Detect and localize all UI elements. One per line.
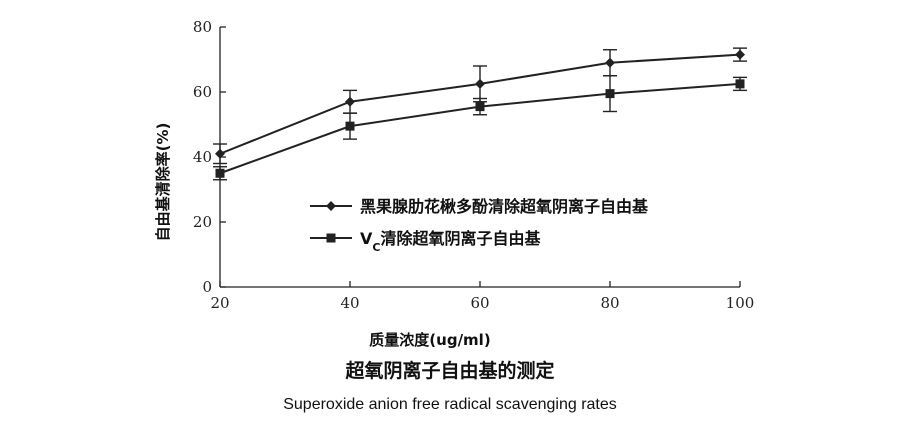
data-point xyxy=(345,96,355,107)
legend: 黑果腺肋花楸多酚清除超氧阴离子自由基 VC清除超氧阴离子自由基 xyxy=(310,197,649,254)
y-tick-label: 0 xyxy=(202,278,212,296)
data-point xyxy=(735,79,745,89)
series-layer xyxy=(213,47,747,181)
y-axis-label: 自由基清除率(%) xyxy=(154,123,172,242)
data-point xyxy=(215,148,225,159)
figure-caption-chinese: 超氧阴离子自由基的测定 xyxy=(345,360,555,382)
series-2 xyxy=(213,75,747,181)
x-axis-label: 质量浓度(ug/ml) xyxy=(369,331,490,349)
y-tick-label: 40 xyxy=(193,148,212,166)
legend-entry: 黑果腺肋花楸多酚清除超氧阴离子自由基 xyxy=(360,197,649,216)
x-tick-label: 60 xyxy=(470,294,489,312)
data-point xyxy=(215,168,225,178)
data-point xyxy=(475,78,485,89)
legend-marker xyxy=(326,233,336,243)
data-point xyxy=(345,121,355,131)
legend-marker xyxy=(326,201,336,211)
x-tick-label: 40 xyxy=(340,294,359,312)
data-point xyxy=(605,57,615,68)
data-point xyxy=(605,89,615,99)
series-1 xyxy=(213,47,747,165)
y-tick-label: 20 xyxy=(193,213,212,231)
figure-caption-english: Superoxide anion free radical scavenging… xyxy=(283,396,617,413)
legend-entry: VC清除超氧阴离子自由基 xyxy=(360,229,541,254)
y-tick-label: 60 xyxy=(193,83,212,101)
x-tick-label: 80 xyxy=(600,294,619,312)
data-point xyxy=(735,49,745,60)
x-tick-label: 100 xyxy=(726,294,755,312)
y-tick-label: 80 xyxy=(193,18,212,36)
x-tick-label: 20 xyxy=(210,294,229,312)
data-point xyxy=(475,102,485,112)
